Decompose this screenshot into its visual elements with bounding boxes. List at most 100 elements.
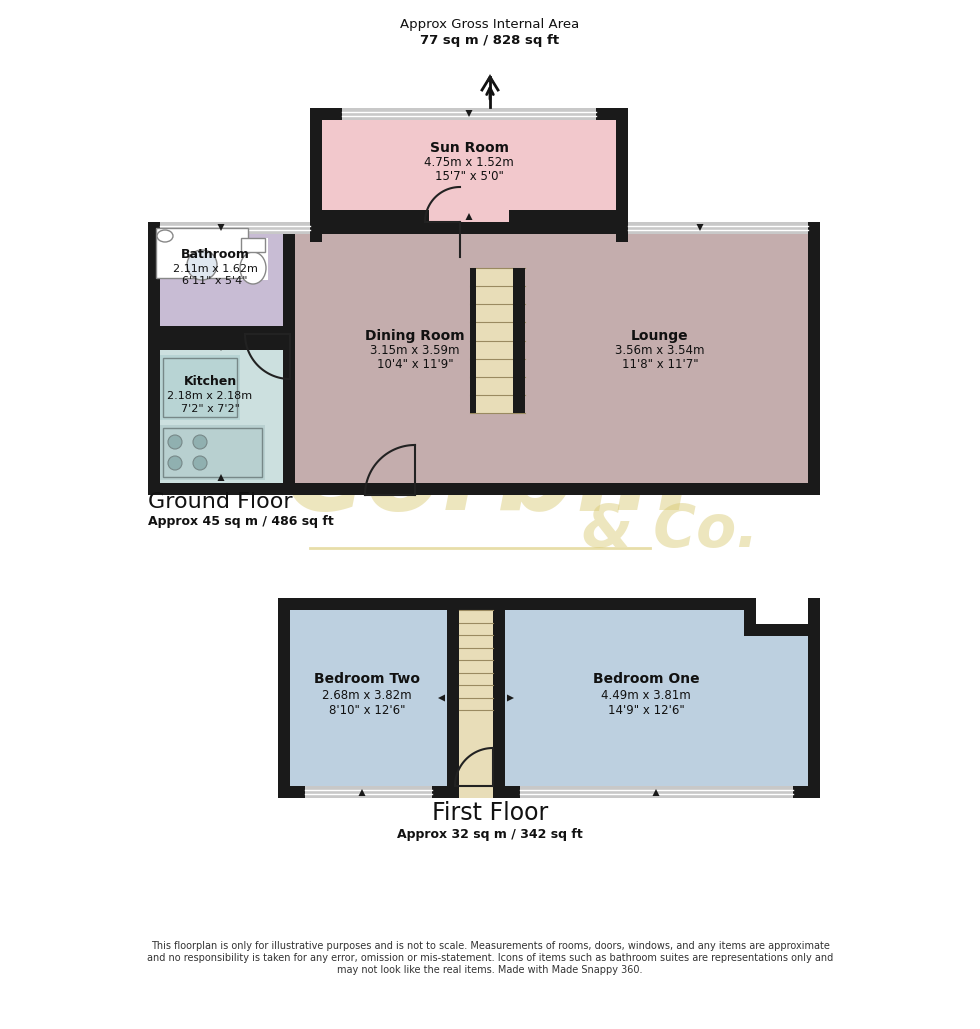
Polygon shape [286, 415, 293, 422]
Polygon shape [218, 224, 224, 230]
Bar [310, 222, 322, 242]
Bar [616, 108, 628, 222]
Bar [744, 598, 756, 636]
Bar [160, 425, 265, 480]
Polygon shape [286, 277, 293, 284]
Bar [808, 222, 820, 495]
Ellipse shape [187, 250, 217, 280]
Bar [295, 234, 808, 483]
Polygon shape [280, 695, 287, 702]
Polygon shape [150, 277, 157, 284]
Bar [290, 610, 447, 786]
Bar [509, 210, 628, 222]
Text: 4.49m x 3.81m: 4.49m x 3.81m [601, 689, 691, 702]
Bar [160, 222, 310, 234]
Polygon shape [697, 224, 704, 230]
Polygon shape [507, 695, 514, 702]
Circle shape [168, 456, 182, 470]
Bar [310, 108, 628, 120]
Text: Approx 32 sq m / 342 sq ft: Approx 32 sq m / 342 sq ft [397, 828, 583, 841]
Bar [241, 238, 265, 252]
Text: 4.75m x 1.52m: 4.75m x 1.52m [424, 156, 514, 169]
Bar [283, 342, 295, 483]
Text: Kitchen: Kitchen [183, 375, 236, 388]
Bar [744, 624, 808, 636]
Bar [238, 238, 268, 280]
Text: Bedroom One: Bedroom One [593, 672, 700, 686]
Text: 8'10" x 12'6": 8'10" x 12'6" [328, 704, 406, 717]
Text: Corbin: Corbin [285, 426, 695, 533]
Polygon shape [150, 404, 157, 412]
Text: & Co.: & Co. [582, 501, 759, 559]
Polygon shape [466, 110, 472, 117]
Bar [505, 610, 808, 786]
Polygon shape [218, 474, 224, 481]
Polygon shape [376, 486, 383, 493]
Bar [342, 108, 596, 120]
Text: 2.68m x 3.82m: 2.68m x 3.82m [322, 689, 412, 702]
Polygon shape [516, 336, 523, 344]
Bar [156, 228, 248, 278]
Polygon shape [312, 162, 319, 169]
Polygon shape [218, 344, 224, 351]
Polygon shape [359, 789, 366, 796]
Text: 3.15m x 3.59m: 3.15m x 3.59m [370, 344, 460, 357]
Bar [148, 222, 820, 234]
Polygon shape [619, 162, 626, 169]
Text: Sun Room: Sun Room [429, 141, 509, 155]
Bar [278, 598, 820, 799]
Bar [163, 428, 262, 477]
Text: 15'7" x 5'0": 15'7" x 5'0" [434, 170, 504, 183]
Text: 14'9" x 12'6": 14'9" x 12'6" [608, 704, 684, 717]
Polygon shape [811, 695, 818, 702]
Polygon shape [653, 600, 660, 607]
Text: First Floor: First Floor [432, 801, 548, 825]
Polygon shape [697, 486, 704, 493]
Text: 10'4" x 11'9": 10'4" x 11'9" [376, 358, 454, 371]
Ellipse shape [157, 230, 173, 242]
Text: Bedroom Two: Bedroom Two [314, 672, 420, 686]
Text: Dining Room: Dining Room [366, 329, 465, 343]
Text: Approx Gross Internal Area: Approx Gross Internal Area [401, 17, 579, 31]
Text: 2.11m x 1.62m: 2.11m x 1.62m [172, 264, 258, 274]
Polygon shape [653, 789, 660, 796]
Text: This floorplan is only for illustrative purposes and is not to scale. Measuremen: This floorplan is only for illustrative … [147, 942, 833, 974]
Bar [459, 710, 493, 799]
Bar [513, 268, 525, 413]
Bar [305, 786, 432, 799]
Text: Lounge: Lounge [631, 329, 689, 343]
Text: 7'2" x 7'2": 7'2" x 7'2" [180, 404, 239, 414]
Bar [520, 786, 793, 799]
Bar [156, 228, 248, 278]
Bar [616, 222, 628, 242]
Text: 2.18m x 2.18m: 2.18m x 2.18m [168, 391, 253, 401]
Bar [470, 268, 525, 413]
Bar [148, 222, 160, 495]
Bar [628, 222, 808, 234]
Bar [459, 610, 493, 710]
Ellipse shape [240, 252, 266, 284]
Polygon shape [486, 74, 494, 82]
Circle shape [193, 456, 207, 470]
Polygon shape [376, 224, 383, 230]
Bar [160, 338, 295, 350]
Bar [470, 268, 476, 413]
Bar [160, 355, 240, 420]
Polygon shape [811, 352, 818, 358]
Text: 77 sq m / 828 sq ft: 77 sq m / 828 sq ft [420, 34, 560, 47]
Circle shape [168, 435, 182, 449]
Polygon shape [466, 213, 472, 220]
Bar [322, 120, 616, 222]
Polygon shape [218, 329, 224, 336]
Text: Bathroom: Bathroom [180, 248, 250, 261]
Bar [163, 358, 237, 417]
Bar [447, 598, 505, 799]
Text: Ground Floor: Ground Floor [148, 492, 293, 512]
Bar [160, 234, 295, 338]
Bar [160, 342, 295, 483]
Polygon shape [359, 600, 366, 607]
Circle shape [193, 435, 207, 449]
Text: 6'11" x 5'4": 6'11" x 5'4" [182, 276, 248, 286]
Bar [310, 108, 322, 222]
Text: 3.56m x 3.54m: 3.56m x 3.54m [615, 344, 705, 357]
